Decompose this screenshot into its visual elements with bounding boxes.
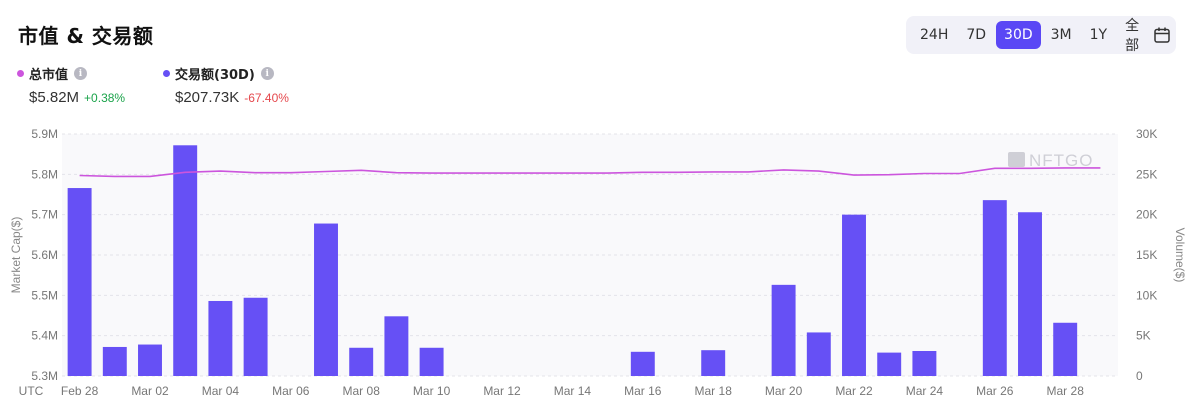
market-cap-dot	[17, 70, 24, 77]
nftgo-logo-icon	[1008, 152, 1025, 167]
y-right-tick-label: 15K	[1136, 248, 1157, 262]
watermark-text: NFTGO	[1029, 151, 1094, 170]
legend-volume[interactable]: 交易额(30D) i $207.73K -67.40%	[163, 64, 289, 106]
y-left-tick-label: 5.8M	[31, 167, 58, 181]
calendar-icon[interactable]	[1153, 23, 1171, 47]
x-tick-label: Mar 28	[1047, 384, 1085, 398]
volume-dot	[163, 70, 170, 77]
volume-bar	[208, 300, 233, 376]
x-tick-label: Mar 02	[131, 384, 169, 398]
y-left-tick-label: 5.4M	[31, 329, 58, 343]
y-right-tick-label: 30K	[1136, 127, 1157, 141]
x-tick-label: Mar 24	[906, 384, 944, 398]
x-tick-label: Mar 12	[483, 384, 521, 398]
volume-change: -67.40%	[244, 91, 289, 105]
range-7d-button[interactable]: 7D	[966, 27, 987, 43]
market-cap-line	[79, 167, 1101, 178]
volume-bar	[982, 200, 1007, 376]
volume-bar	[384, 316, 409, 376]
volume-bar	[138, 344, 162, 376]
volume-bar	[67, 188, 92, 376]
volume-bar	[419, 347, 444, 376]
nftgo-watermark: NFTGO	[1008, 151, 1094, 170]
y-left-tick-label: 5.7M	[31, 208, 58, 222]
market-cap-label: 总市值	[29, 68, 69, 83]
volume-bar	[842, 214, 866, 376]
volume-bar	[912, 350, 937, 376]
volume-bar	[701, 350, 726, 376]
volume-bar	[1018, 212, 1042, 376]
x-tick-label: Feb 28	[61, 384, 99, 398]
volume-bar	[314, 223, 338, 376]
volume-value: $207.73K	[175, 89, 240, 106]
volume-label: 交易额(30D)	[175, 68, 255, 83]
y-left-tick-label: 5.9M	[31, 127, 58, 141]
y-right-tick-label: 10K	[1136, 288, 1157, 302]
info-icon[interactable]: i	[260, 67, 274, 80]
x-tick-label: Mar 10	[413, 384, 451, 398]
volume-bar	[630, 351, 655, 376]
x-tick-label: Mar 26	[976, 384, 1014, 398]
volume-bar	[1053, 322, 1078, 376]
range-24h-button[interactable]: 24H	[920, 27, 949, 43]
x-tick-label: Mar 20	[765, 384, 803, 398]
range-1y-button[interactable]: 1Y	[1089, 27, 1108, 43]
y-left-tick-label: 5.5M	[31, 288, 58, 302]
volume-bar	[877, 352, 902, 376]
y-right-axis-title: Volume($)	[1173, 228, 1187, 283]
x-tick-label: Mar 04	[202, 384, 240, 398]
time-range-selector: 24H 7D 30D 3M 1Y 全部	[906, 16, 1176, 54]
x-tick-label: Mar 14	[554, 384, 592, 398]
chart-title: 市值 & 交易额	[18, 24, 154, 48]
volume-bar	[243, 297, 268, 376]
x-tick-label: Mar 06	[272, 384, 310, 398]
market-cap-value: $5.82M	[29, 89, 80, 106]
timezone-label: UTC	[19, 384, 44, 398]
y-right-tick-label: 5K	[1136, 329, 1151, 343]
volume-bar	[102, 346, 127, 376]
volume-bar	[173, 145, 198, 376]
x-tick-label: Mar 16	[624, 384, 662, 398]
market-cap-change: +0.38%	[84, 91, 126, 105]
range-3m-button[interactable]: 3M	[1050, 27, 1072, 43]
x-tick-label: Mar 18	[695, 384, 733, 398]
range-30d-button[interactable]: 30D	[996, 21, 1041, 49]
info-icon[interactable]: i	[74, 67, 88, 80]
x-tick-label: Mar 22	[835, 384, 873, 398]
y-right-tick-label: 0	[1136, 369, 1143, 383]
y-left-tick-label: 5.3M	[31, 369, 58, 383]
x-tick-label: Mar 08	[343, 384, 381, 398]
y-right-tick-label: 20K	[1136, 208, 1157, 222]
volume-bar	[349, 347, 374, 376]
y-left-tick-label: 5.6M	[31, 248, 58, 262]
y-right-tick-label: 25K	[1136, 167, 1157, 181]
volume-bar	[806, 332, 831, 376]
legend-market-cap[interactable]: 总市值 i $5.82M +0.38%	[17, 64, 125, 106]
volume-bar	[771, 284, 796, 376]
y-left-axis-title: Market Cap($)	[9, 217, 23, 294]
